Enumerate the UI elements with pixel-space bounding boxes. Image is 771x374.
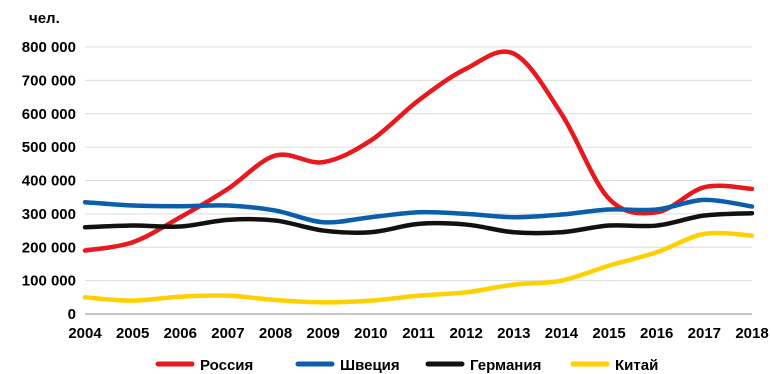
y-tick-label: 700 000 (22, 72, 76, 89)
y-tick-label: 0 (68, 306, 76, 323)
x-tick-label: 2008 (259, 325, 292, 342)
y-tick-label: 800 000 (22, 39, 76, 56)
series-lines (82, 49, 755, 305)
y-tick-label: 300 000 (22, 206, 76, 223)
x-tick-label: 2007 (211, 325, 244, 342)
x-tick-label: 2009 (307, 325, 340, 342)
y-tick-label: 100 000 (22, 273, 76, 290)
y-tick-label: 600 000 (22, 106, 76, 123)
x-tick-label: 2005 (116, 325, 149, 342)
x-tick-label: 2017 (688, 325, 721, 342)
series-line-1 (82, 49, 755, 253)
legend: Россия Швеция Германия Китай (155, 357, 658, 374)
y-tick-label: 400 000 (22, 173, 76, 190)
x-tick-label: 2011 (402, 325, 435, 342)
x-tick-label: 2018 (735, 325, 768, 342)
gridlines (85, 46, 752, 315)
series-line-4 (82, 230, 755, 305)
x-axis-ticks: 2004 2005 2006 2007 2008 2009 2010 2011 2012 2013… (68, 325, 768, 342)
x-tick-label: 2006 (164, 325, 197, 342)
y-tick-label: 200 000 (22, 239, 76, 256)
x-tick-label: 2014 (545, 325, 579, 342)
legend-label: Германия (470, 357, 541, 374)
series-line-3 (82, 210, 755, 236)
y-tick-label: 500 000 (22, 139, 76, 156)
legend-label: Китай (615, 357, 658, 374)
y-unit-label: чел. (29, 10, 60, 27)
x-tick-label: 2004 (68, 325, 102, 342)
x-tick-label: 2010 (354, 325, 387, 342)
legend-label: Россия (200, 357, 253, 374)
y-axis-ticks: 0 100 000 200 000 300 000 400 000 500 000 600 … (22, 39, 76, 323)
x-tick-label: 2015 (592, 325, 625, 342)
x-tick-label: 2012 (449, 325, 482, 342)
legend-label: Швеция (340, 357, 400, 374)
x-tick-label: 2013 (497, 325, 530, 342)
series-line-2 (82, 197, 755, 225)
x-tick-label: 2016 (640, 325, 673, 342)
